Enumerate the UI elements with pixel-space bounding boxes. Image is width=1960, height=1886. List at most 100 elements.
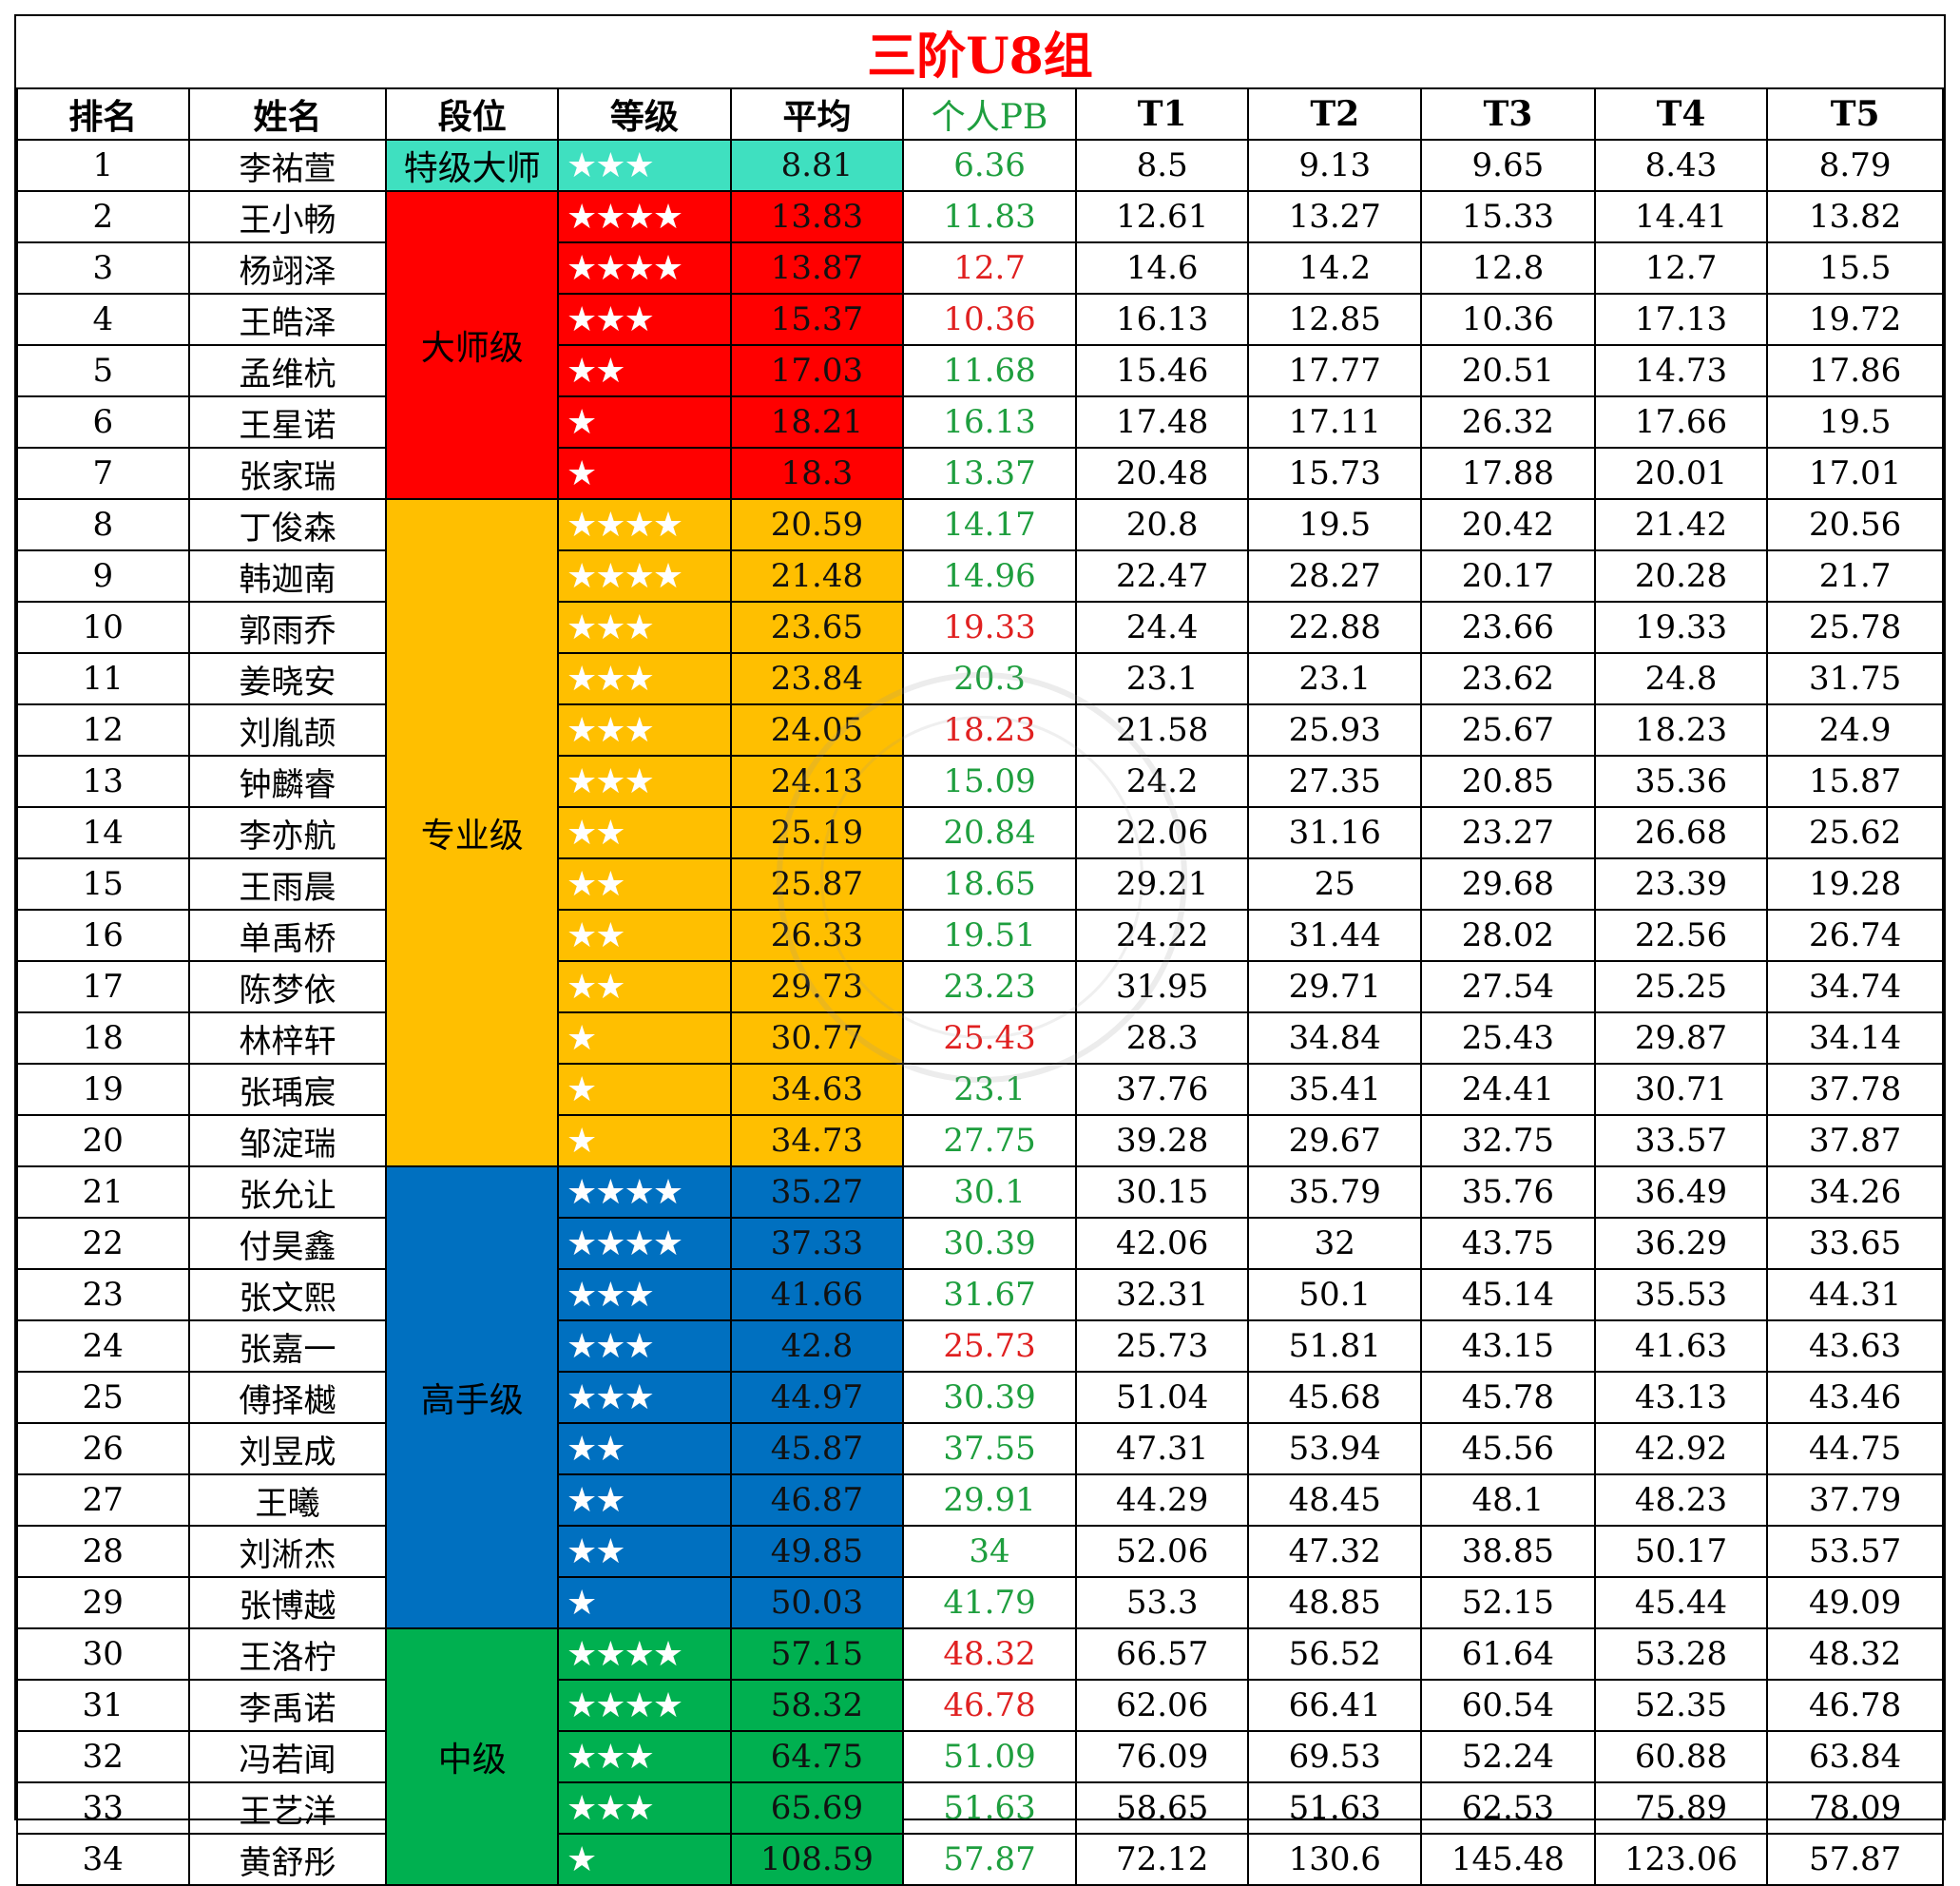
name-cell[interactable]: 孟维杭	[187, 344, 388, 397]
time-cell-t4[interactable]: 35.36	[1593, 755, 1769, 808]
time-cell-t1[interactable]: 37.76	[1074, 1063, 1250, 1116]
personal-best-cell[interactable]: 37.55	[902, 1422, 1077, 1475]
time-cell-t2[interactable]: 35.41	[1247, 1063, 1423, 1116]
average-cell[interactable]: 23.84	[729, 652, 905, 705]
time-cell-t5[interactable]: 37.78	[1766, 1063, 1944, 1116]
time-cell-t4[interactable]: 42.92	[1593, 1422, 1769, 1475]
name-cell[interactable]: 张家瑞	[187, 447, 388, 500]
name-cell[interactable]: 黄舒彤	[187, 1833, 388, 1886]
level-stars-cell[interactable]: ★	[557, 395, 732, 449]
level-stars-cell[interactable]: ★★	[557, 909, 732, 962]
time-cell-t3[interactable]: 52.15	[1420, 1576, 1596, 1629]
time-cell-t2[interactable]: 50.1	[1247, 1268, 1423, 1321]
header-level[interactable]: 等级	[557, 87, 732, 141]
personal-best-cell[interactable]: 25.43	[902, 1011, 1077, 1065]
rank-cell[interactable]: 31	[16, 1679, 190, 1732]
time-cell-t3[interactable]: 35.76	[1420, 1165, 1596, 1219]
time-cell-t5[interactable]: 63.84	[1766, 1730, 1944, 1783]
tier-cell[interactable]: 大师级	[385, 190, 560, 500]
level-stars-cell[interactable]: ★★★	[557, 1268, 732, 1321]
average-cell[interactable]: 34.63	[729, 1063, 905, 1116]
name-cell[interactable]: 林梓轩	[187, 1011, 388, 1065]
rank-cell[interactable]: 21	[16, 1165, 190, 1219]
name-cell[interactable]: 李禹诺	[187, 1679, 388, 1732]
time-cell-t5[interactable]: 34.14	[1766, 1011, 1944, 1065]
name-cell[interactable]: 李亦航	[187, 806, 388, 859]
rank-cell[interactable]: 20	[16, 1114, 190, 1167]
header-tier[interactable]: 段位	[385, 87, 560, 141]
average-cell[interactable]: 24.13	[729, 755, 905, 808]
rank-cell[interactable]: 17	[16, 960, 190, 1013]
time-cell-t2[interactable]: 69.53	[1247, 1730, 1423, 1783]
rank-cell[interactable]: 15	[16, 857, 190, 911]
time-cell-t3[interactable]: 25.43	[1420, 1011, 1596, 1065]
time-cell-t1[interactable]: 23.1	[1074, 652, 1250, 705]
tier-cell[interactable]: 特级大师	[385, 139, 560, 192]
time-cell-t1[interactable]: 28.3	[1074, 1011, 1250, 1065]
time-cell-t4[interactable]: 35.53	[1593, 1268, 1769, 1321]
time-cell-t4[interactable]: 23.39	[1593, 857, 1769, 911]
time-cell-t4[interactable]: 48.23	[1593, 1473, 1769, 1527]
level-stars-cell[interactable]: ★★	[557, 1473, 732, 1527]
time-cell-t4[interactable]: 60.88	[1593, 1730, 1769, 1783]
time-cell-t1[interactable]: 42.06	[1074, 1217, 1250, 1270]
time-cell-t3[interactable]: 20.85	[1420, 755, 1596, 808]
time-cell-t1[interactable]: 51.04	[1074, 1371, 1250, 1424]
time-cell-t2[interactable]: 34.84	[1247, 1011, 1423, 1065]
personal-best-cell[interactable]: 19.51	[902, 909, 1077, 962]
time-cell-t3[interactable]: 23.62	[1420, 652, 1596, 705]
level-stars-cell[interactable]: ★★★★	[557, 241, 732, 295]
time-cell-t1[interactable]: 24.2	[1074, 755, 1250, 808]
rank-cell[interactable]: 2	[16, 190, 190, 243]
personal-best-cell[interactable]: 46.78	[902, 1679, 1077, 1732]
time-cell-t5[interactable]: 24.9	[1766, 703, 1944, 757]
time-cell-t2[interactable]: 32	[1247, 1217, 1423, 1270]
time-cell-t1[interactable]: 8.5	[1074, 139, 1250, 192]
name-cell[interactable]: 王皓泽	[187, 293, 388, 346]
time-cell-t3[interactable]: 9.65	[1420, 139, 1596, 192]
time-cell-t4[interactable]: 29.87	[1593, 1011, 1769, 1065]
name-cell[interactable]: 张文熙	[187, 1268, 388, 1321]
header-name[interactable]: 姓名	[187, 87, 388, 141]
average-cell[interactable]: 35.27	[729, 1165, 905, 1219]
time-cell-t1[interactable]: 29.21	[1074, 857, 1250, 911]
average-cell[interactable]: 29.73	[729, 960, 905, 1013]
level-stars-cell[interactable]: ★	[557, 1576, 732, 1629]
time-cell-t5[interactable]: 13.82	[1766, 190, 1944, 243]
time-cell-t4[interactable]: 30.71	[1593, 1063, 1769, 1116]
rank-cell[interactable]: 28	[16, 1525, 190, 1578]
time-cell-t4[interactable]: 41.63	[1593, 1319, 1769, 1373]
personal-best-cell[interactable]: 15.09	[902, 755, 1077, 808]
time-cell-t5[interactable]: 20.56	[1766, 498, 1944, 551]
time-cell-t4[interactable]: 75.89	[1593, 1781, 1769, 1835]
time-cell-t4[interactable]: 25.25	[1593, 960, 1769, 1013]
time-cell-t5[interactable]: 37.87	[1766, 1114, 1944, 1167]
time-cell-t5[interactable]: 46.78	[1766, 1679, 1944, 1732]
level-stars-cell[interactable]: ★★★	[557, 1371, 732, 1424]
level-stars-cell[interactable]: ★★	[557, 806, 732, 859]
time-cell-t3[interactable]: 60.54	[1420, 1679, 1596, 1732]
rank-cell[interactable]: 30	[16, 1627, 190, 1681]
personal-best-cell[interactable]: 12.7	[902, 241, 1077, 295]
time-cell-t2[interactable]: 29.67	[1247, 1114, 1423, 1167]
rank-cell[interactable]: 33	[16, 1781, 190, 1835]
time-cell-t4[interactable]: 20.01	[1593, 447, 1769, 500]
time-cell-t2[interactable]: 27.35	[1247, 755, 1423, 808]
time-cell-t4[interactable]: 53.28	[1593, 1627, 1769, 1681]
time-cell-t2[interactable]: 12.85	[1247, 293, 1423, 346]
personal-best-cell[interactable]: 30.1	[902, 1165, 1077, 1219]
personal-best-cell[interactable]: 18.23	[902, 703, 1077, 757]
level-stars-cell[interactable]: ★★★	[557, 652, 732, 705]
time-cell-t3[interactable]: 15.33	[1420, 190, 1596, 243]
personal-best-cell[interactable]: 23.23	[902, 960, 1077, 1013]
time-cell-t2[interactable]: 23.1	[1247, 652, 1423, 705]
name-cell[interactable]: 刘胤颉	[187, 703, 388, 757]
time-cell-t5[interactable]: 25.62	[1766, 806, 1944, 859]
rank-cell[interactable]: 24	[16, 1319, 190, 1373]
time-cell-t1[interactable]: 12.61	[1074, 190, 1250, 243]
average-cell[interactable]: 21.48	[729, 549, 905, 603]
name-cell[interactable]: 王小畅	[187, 190, 388, 243]
personal-best-cell[interactable]: 25.73	[902, 1319, 1077, 1373]
time-cell-t3[interactable]: 26.32	[1420, 395, 1596, 449]
time-cell-t3[interactable]: 20.42	[1420, 498, 1596, 551]
